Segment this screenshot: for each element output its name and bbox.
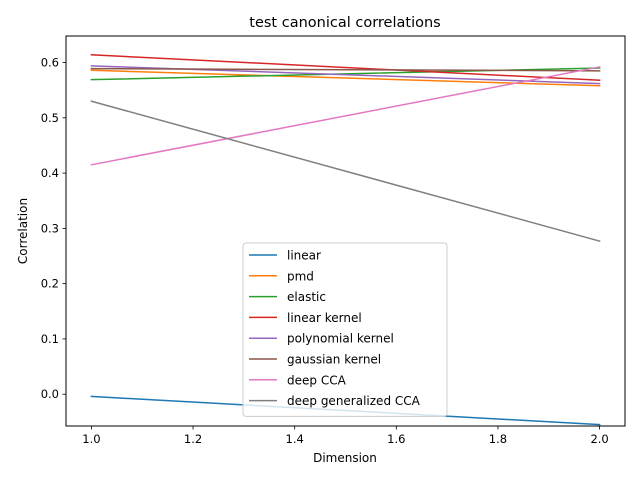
x-tick-label: 1.2: [184, 432, 202, 446]
legend-label: linear: [287, 249, 321, 263]
legend-label: deep CCA: [287, 373, 347, 387]
y-tick-label: 0.5: [41, 111, 59, 125]
y-tick-label: 0.2: [41, 277, 59, 291]
y-axis-ticks: 0.0 0.1 0.2 0.3 0.4 0.5 0.6: [41, 56, 66, 401]
legend-label: polynomial kernel: [287, 332, 394, 346]
legend: linear pmd elastic linear kernel polynomial …: [242, 242, 448, 417]
series-line-6: [90, 66, 601, 166]
y-tick-label: 0.4: [41, 166, 59, 180]
x-tick-label: 1.6: [387, 432, 405, 446]
x-axis-ticks: 1.0 1.2 1.4 1.6 1.8 2.0: [82, 426, 609, 446]
y-tick-label: 0.3: [41, 221, 59, 235]
series-line-5: [90, 67, 601, 72]
legend-label: elastic: [287, 290, 326, 304]
x-tick-label: 1.4: [286, 432, 304, 446]
legend-label: pmd: [287, 269, 314, 283]
chart-title: test canonical correlations: [249, 15, 440, 31]
legend-label: gaussian kernel: [287, 353, 381, 367]
axes-frame: [65, 35, 626, 427]
y-tick-label: 0.6: [41, 56, 59, 70]
x-tick-label: 1.8: [489, 432, 507, 446]
x-tick-label: 1.0: [82, 432, 100, 446]
x-tick-label: 2.0: [590, 432, 608, 446]
series-line-7: [90, 100, 601, 243]
series-line-3: [90, 54, 601, 82]
y-axis-label: Correlation: [16, 198, 30, 264]
x-axis-label: Dimension: [313, 451, 377, 465]
y-tick-label: 0.1: [41, 332, 59, 346]
legend-label: linear kernel: [287, 311, 362, 325]
series-lines: [90, 54, 601, 426]
legend-label: deep generalized CCA: [287, 394, 421, 408]
legend-box: [242, 242, 448, 417]
y-tick-label: 0.0: [41, 387, 59, 401]
